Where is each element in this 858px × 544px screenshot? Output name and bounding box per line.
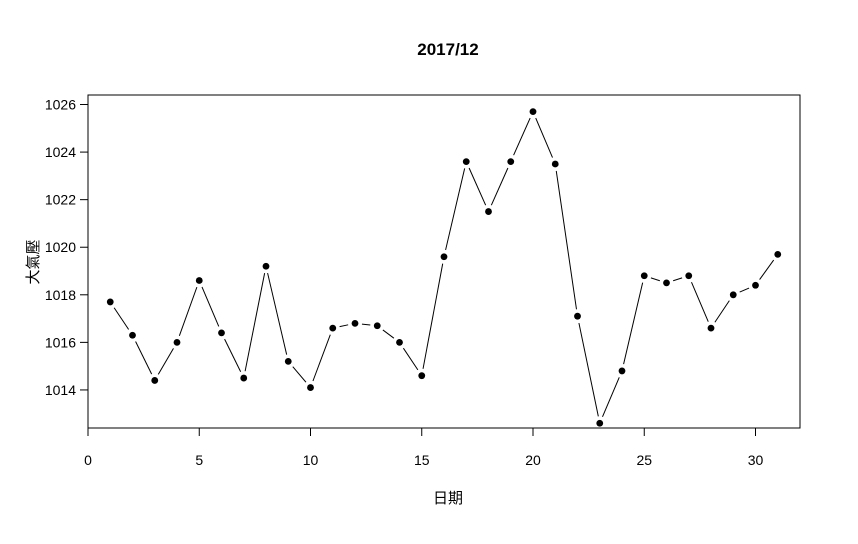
y-tick-label: 1024 — [45, 144, 76, 160]
data-point — [218, 329, 225, 337]
x-tick-label: 5 — [195, 452, 203, 468]
data-point — [106, 298, 114, 306]
data-point — [284, 358, 292, 365]
data-point — [195, 277, 203, 284]
series-segment — [714, 300, 730, 323]
data-point — [151, 377, 159, 384]
data-point — [240, 374, 248, 382]
data-point — [640, 272, 648, 280]
series-segment — [691, 282, 709, 322]
series-segment — [650, 277, 660, 282]
data-point — [329, 324, 337, 332]
y-tick-label: 1026 — [45, 97, 76, 113]
x-tick-label: 10 — [303, 452, 319, 468]
series-segment — [292, 366, 307, 383]
series-segment — [402, 347, 419, 371]
data-point — [307, 384, 314, 391]
series-segment — [267, 272, 288, 355]
data-point — [396, 338, 403, 346]
series-segment — [535, 117, 553, 158]
data-point — [129, 331, 136, 339]
series-segment — [759, 259, 775, 280]
data-point — [262, 262, 270, 270]
series-segment — [673, 277, 683, 282]
y-tick-label: 1018 — [45, 287, 76, 303]
x-tick-label: 25 — [636, 452, 652, 468]
y-tick-label: 1020 — [45, 239, 76, 255]
data-point — [551, 160, 559, 168]
series-segment — [113, 307, 130, 330]
data-point — [707, 324, 715, 332]
data-point — [774, 250, 782, 258]
y-tick-label: 1014 — [45, 382, 76, 398]
data-point — [418, 372, 426, 380]
plot-frame — [87, 94, 801, 429]
y-axis: 1014 1016 1018 1020 1022 1024 1026 — [45, 97, 89, 398]
series-segment — [157, 348, 174, 375]
series-segment — [244, 273, 266, 372]
series-segment — [513, 117, 531, 156]
series-segment — [201, 286, 220, 327]
series-segment — [339, 324, 349, 328]
series-segment — [135, 341, 153, 375]
y-axis-label: 大氣壓 — [24, 239, 42, 284]
x-tick-label: 30 — [748, 452, 764, 468]
data-point — [440, 253, 448, 261]
data-point — [507, 158, 515, 166]
x-tick-label: 15 — [414, 452, 430, 468]
data-point — [462, 158, 470, 166]
data-point — [752, 281, 759, 289]
data-point — [729, 291, 737, 299]
series-segment — [602, 377, 620, 417]
data-point — [485, 208, 492, 215]
data-point — [574, 312, 581, 320]
y-tick-label: 1022 — [45, 192, 76, 208]
series-segment — [224, 338, 242, 372]
series-segment — [490, 167, 509, 206]
data-point — [173, 338, 181, 346]
series-segment — [178, 286, 198, 336]
x-tick-label: 20 — [525, 452, 541, 468]
series-segment — [361, 323, 371, 326]
series-segment — [623, 282, 644, 365]
x-tick-label: 0 — [84, 452, 92, 468]
data-point — [596, 419, 604, 427]
x-axis-label: 日期 — [433, 489, 463, 507]
y-tick-label: 1016 — [45, 334, 76, 350]
series-segment — [739, 287, 750, 293]
data-point — [351, 319, 359, 327]
data-point — [685, 272, 693, 280]
series-segment — [445, 168, 466, 251]
series-segment — [578, 322, 599, 417]
x-axis: 0 5 10 15 20 25 30 — [84, 427, 764, 468]
data-point — [529, 108, 537, 116]
data-point — [373, 322, 381, 330]
data-point — [618, 367, 626, 375]
series-segment — [382, 329, 395, 339]
series-segment — [422, 263, 444, 369]
series-segment — [312, 334, 331, 382]
series-layer — [106, 108, 782, 427]
series-segment — [555, 170, 577, 310]
chart-title: 2017/12 — [417, 40, 478, 59]
series-segment — [468, 167, 487, 206]
data-point — [663, 279, 670, 287]
